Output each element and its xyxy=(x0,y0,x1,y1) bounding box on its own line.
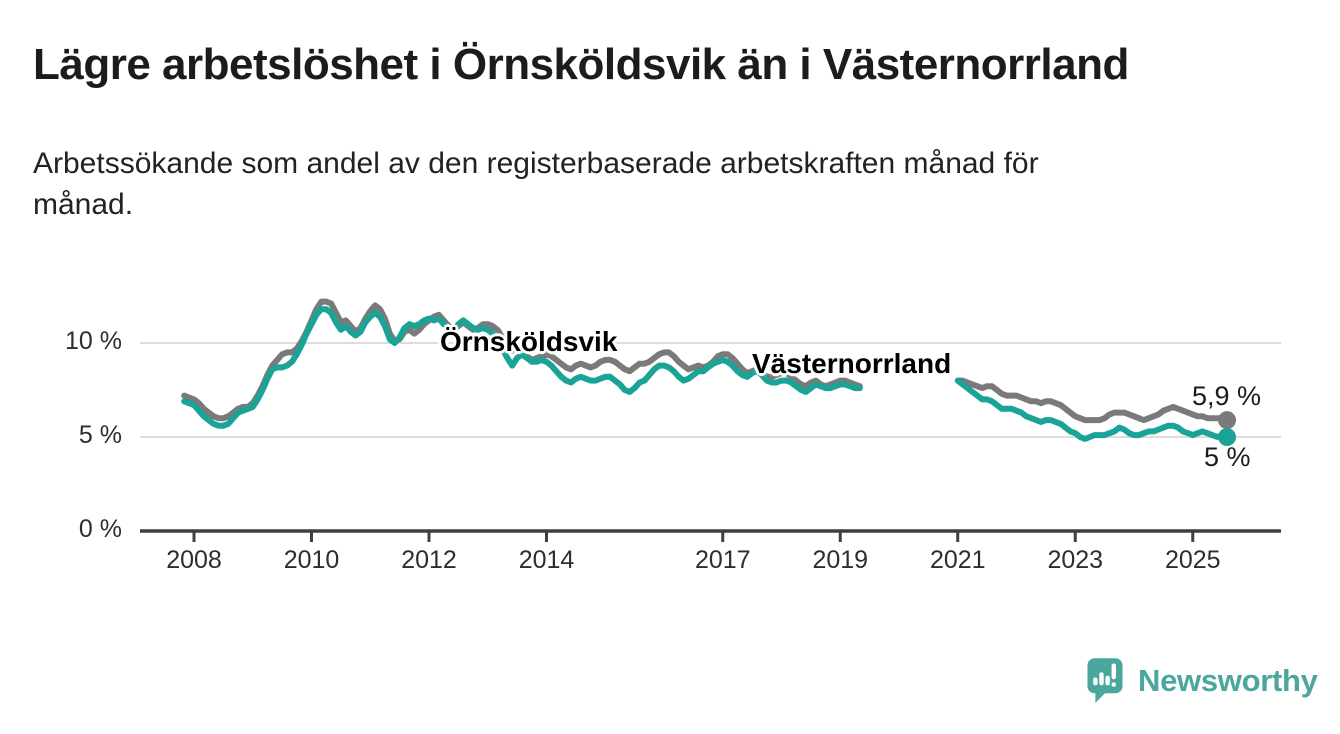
x-axis-tick-label: 2008 xyxy=(166,546,222,574)
series-label-ornskoldsvik: Örnsköldsvik xyxy=(440,326,618,357)
x-axis-tick-label: 2010 xyxy=(283,546,340,574)
series-line-örnsköldsvik xyxy=(954,377,1230,442)
newsworthy-logo: Newsworthy xyxy=(1084,655,1318,707)
y-axis-label-0: 0 % xyxy=(78,515,122,543)
series-line-västernorrland xyxy=(954,377,1230,424)
end-value-ornskoldsvik: 5 % xyxy=(1204,442,1251,472)
end-value-vasternorrland: 5,9 % xyxy=(1192,381,1262,411)
end-dot-västernorrland xyxy=(1218,411,1237,430)
end-dot-örnsköldsvik xyxy=(1218,428,1237,446)
x-axis-tick-label: 2021 xyxy=(929,546,986,574)
x-axis-tick-label: 2017 xyxy=(694,546,751,574)
x-axis-tick-label: 2012 xyxy=(401,546,457,574)
x-axis-tick-label: 2014 xyxy=(518,546,575,574)
newsworthy-logo-text: Newsworthy xyxy=(1138,663,1318,698)
y-axis-label-10: 10 % xyxy=(65,327,122,355)
chart-subtitle-line-2: månad. xyxy=(33,188,134,221)
x-axis-tick-label: 2019 xyxy=(812,546,869,574)
chart-title: Lägre arbetslöshet i Örnsköldsvik än i V… xyxy=(33,40,1129,89)
chart-subtitle: Arbetssökande som andel av den registerb… xyxy=(33,143,1039,225)
x-axis-tick-label: 2023 xyxy=(1047,546,1104,574)
chart-subtitle-line-1: Arbetssökande som andel av den registerb… xyxy=(33,147,1039,180)
series-label-vasternorrland: Västernorrland xyxy=(752,348,952,379)
newsworthy-logo-icon xyxy=(1087,658,1123,703)
y-axis-label-5: 5 % xyxy=(78,421,122,449)
x-axis-tick-label: 2025 xyxy=(1164,546,1221,574)
series-line-örnsköldsvik xyxy=(181,306,863,429)
